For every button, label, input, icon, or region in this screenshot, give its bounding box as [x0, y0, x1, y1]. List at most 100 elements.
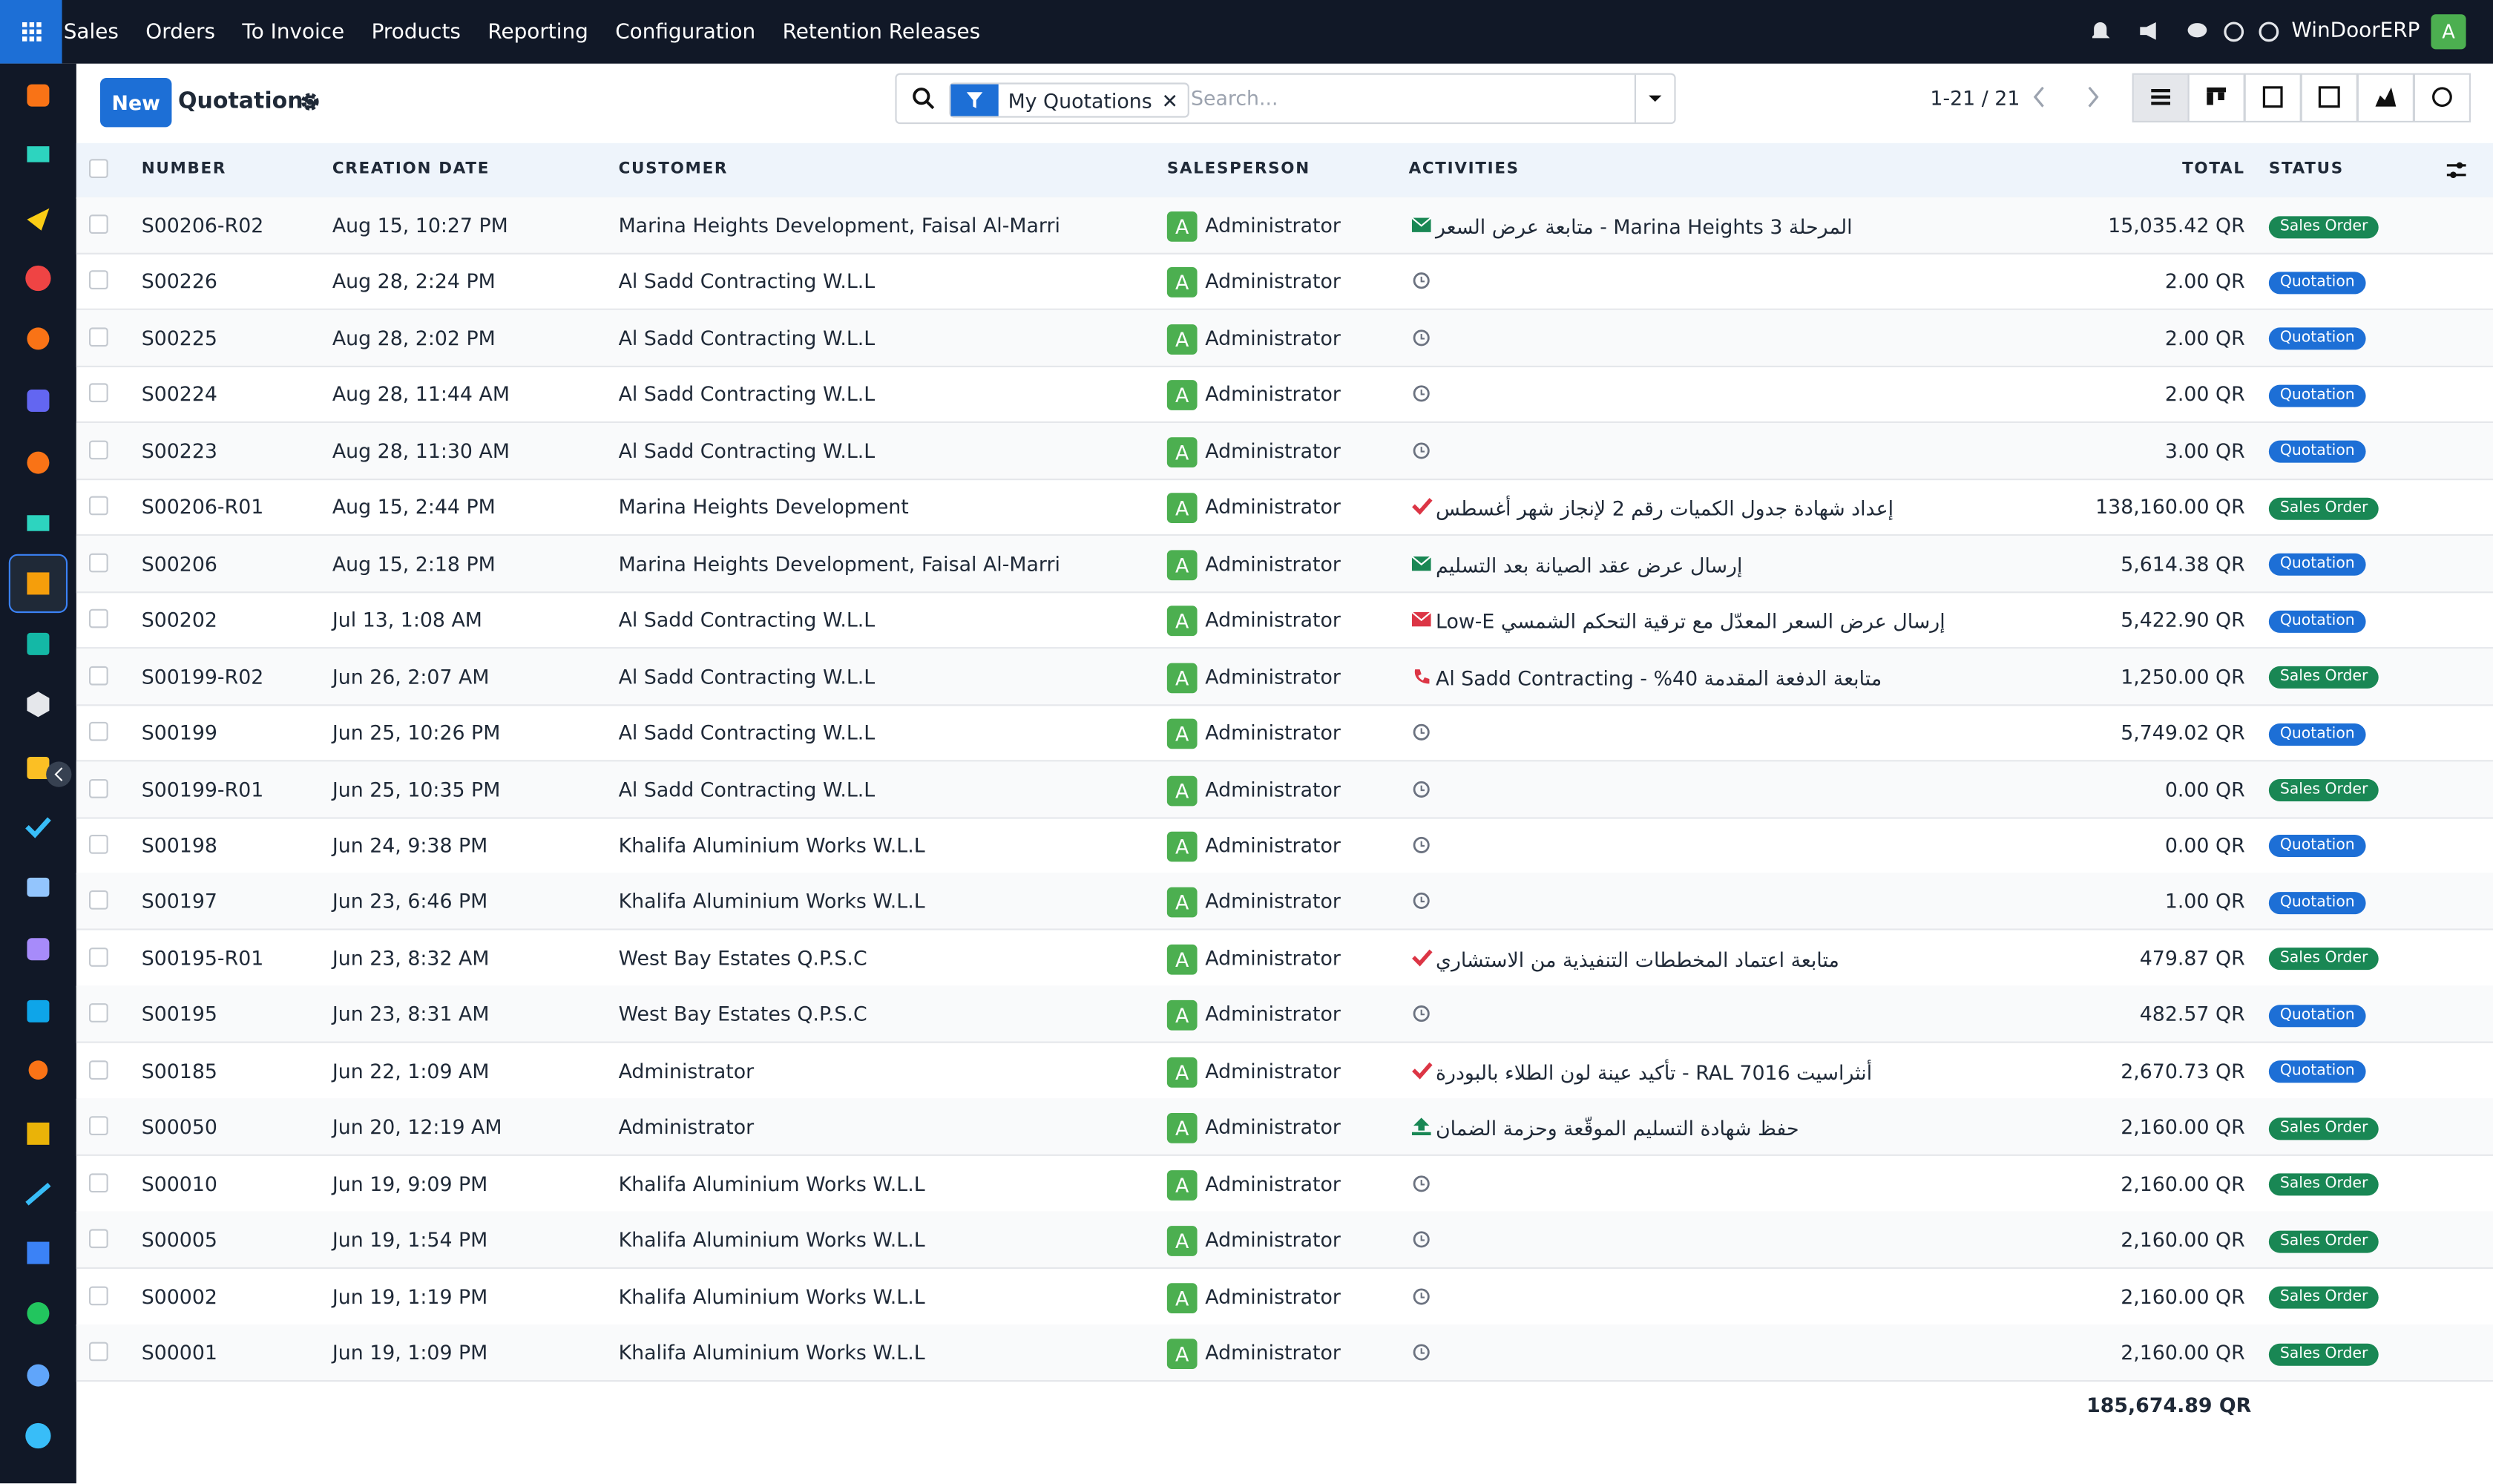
menu-item[interactable]: Retention Releases: [782, 19, 981, 44]
total: 479.87 QR: [2139, 945, 2245, 970]
row-checkbox[interactable]: [89, 609, 108, 628]
table-row[interactable]: S00002 Jun 19, 1:19 PM Khalifa Aluminium W…: [76, 1268, 2493, 1326]
activity[interactable]: [1412, 1155, 1436, 1212]
table-row[interactable]: S00206-R01 Aug 15, 2:44 PM Marina Heights …: [76, 479, 2493, 536]
search-box[interactable]: My Quotations ✕ Search...: [895, 73, 1676, 125]
status-badge: Quotation: [2268, 1004, 2366, 1027]
table-row[interactable]: S00001 Jun 19, 1:09 PM Khalifa Aluminium W…: [76, 1324, 2493, 1382]
row-checkbox[interactable]: [89, 1285, 108, 1305]
activity[interactable]: [1412, 1212, 1436, 1269]
table-row[interactable]: S00226 Aug 28, 2:24 PM Al Sadd Contracting…: [76, 254, 2493, 311]
row-checkbox[interactable]: [89, 214, 108, 234]
status-badge: Sales Order: [2268, 1229, 2379, 1252]
table-row[interactable]: S00050 Jun 20, 12:19 AM Administrator A Admi…: [76, 1099, 2493, 1157]
customer: Khalifa Aluminium Works W.L.L: [618, 1284, 925, 1308]
row-checkbox[interactable]: [89, 496, 108, 516]
filter-facet[interactable]: My Quotations ✕: [949, 82, 1190, 118]
menu-item[interactable]: To Invoice: [242, 19, 345, 44]
row-checkbox[interactable]: [89, 947, 108, 967]
row-checkbox[interactable]: [89, 1172, 108, 1192]
row-checkbox[interactable]: [89, 721, 108, 741]
new-button[interactable]: New: [100, 78, 172, 128]
creation-date: Jun 19, 9:09 PM: [332, 1171, 488, 1195]
search-toggle[interactable]: [1634, 74, 1675, 122]
status: Quotation: [2268, 986, 2366, 1042]
table-row[interactable]: S00206-R02 Aug 15, 10:27 PM Marina Heights…: [76, 197, 2493, 255]
activity[interactable]: [1412, 986, 1436, 1043]
activity[interactable]: [1412, 1268, 1436, 1325]
table-row[interactable]: S00206 Aug 15, 2:18 PM Marina Heights Deve…: [76, 535, 2493, 593]
table-row[interactable]: S00225 Aug 28, 2:02 PM Al Sadd Contracting…: [76, 309, 2493, 367]
table-row[interactable]: S00223 Aug 28, 11:30 AM Al Sadd Contractin…: [76, 422, 2493, 480]
activity[interactable]: إرسال عرض عقد الصيانة بعد التسليم: [1411, 535, 1743, 592]
row-checkbox[interactable]: [89, 384, 108, 403]
activity[interactable]: حفظ شهادة التسليم الموقّعة وحزمة الضمان: [1411, 1099, 1799, 1156]
column-header[interactable]: CUSTOMER: [618, 160, 729, 178]
row-checkbox[interactable]: [89, 1003, 108, 1023]
column-header[interactable]: STATUS: [2268, 160, 2344, 178]
facet-remove[interactable]: ✕: [1161, 88, 1179, 113]
table-row[interactable]: S00195-R01 Jun 23, 8:32 AM West Bay Estate…: [76, 930, 2493, 988]
user-avatar[interactable]: A: [2431, 14, 2466, 50]
table-row[interactable]: S00199-R01 Jun 25, 10:35 PM Al Sadd Contra…: [76, 761, 2493, 818]
activity[interactable]: [1412, 761, 1436, 818]
activity-summary: متابعة اعتماد المخططات التنفيذية من الاس…: [1435, 947, 1839, 971]
table-row[interactable]: S00224 Aug 28, 11:44 AM Al Sadd Contractin…: [76, 367, 2493, 424]
column-header[interactable]: SALESPERSON: [1166, 160, 1310, 178]
menu-item[interactable]: Reporting: [487, 19, 588, 44]
row-checkbox[interactable]: [89, 553, 108, 572]
activity[interactable]: [1412, 423, 1436, 480]
total: 5,422.90 QR: [2121, 607, 2245, 632]
row-checkbox[interactable]: [89, 834, 108, 854]
activity[interactable]: متابعة اعتماد المخططات التنفيذية من الاس…: [1412, 930, 1839, 987]
optional-columns[interactable]: [2446, 159, 2468, 181]
activity[interactable]: [1412, 704, 1436, 761]
activity[interactable]: [1412, 254, 1436, 311]
table-row[interactable]: S00195 Jun 23, 8:31 AM West Bay Estates Q.…: [76, 986, 2493, 1044]
row-checkbox[interactable]: [89, 440, 108, 459]
table-row[interactable]: S00199-R02 Jun 26, 2:07 AM Al Sadd Contrac…: [76, 648, 2493, 706]
row-checkbox[interactable]: [89, 1229, 108, 1249]
menu-item[interactable]: Products: [371, 19, 461, 44]
gear-icon[interactable]: [300, 92, 320, 111]
activity[interactable]: إرسال عرض السعر المعدّل مع ترقية التحكم …: [1411, 591, 1945, 649]
column-header[interactable]: TOTAL: [2182, 160, 2245, 178]
menu-item[interactable]: Sales: [63, 19, 119, 44]
row-checkbox[interactable]: [89, 327, 108, 347]
column-header[interactable]: CREATION DATE: [332, 160, 490, 178]
select-all[interactable]: [89, 159, 108, 178]
table-row[interactable]: S00198 Jun 24, 9:38 PM Khalifa Aluminium W…: [76, 817, 2493, 875]
company-name[interactable]: WinDoorERP: [2291, 19, 2420, 43]
row-checkbox[interactable]: [89, 778, 108, 798]
menu-item[interactable]: Configuration: [615, 19, 756, 44]
row-checkbox[interactable]: [89, 1060, 108, 1080]
row-checkbox[interactable]: [89, 1342, 108, 1362]
table-row[interactable]: S00185 Jun 22, 1:09 AM Administrator A Admin…: [76, 1043, 2493, 1100]
activity[interactable]: متابعة الدفعة المقدمة 40% - Al Sadd Cont…: [1412, 648, 1882, 705]
activity-summary: إرسال عرض عقد الصيانة بعد التسليم: [1435, 553, 1743, 577]
activity[interactable]: المرحلة 3 Marina Heights - متابعة عرض ال…: [1411, 197, 1853, 255]
table-row[interactable]: S00199 Jun 25, 10:26 PM Al Sadd Contractin…: [76, 704, 2493, 762]
activity[interactable]: أنثراسيت RAL 7016 - تأكيد عينة لون الطلا…: [1412, 1043, 1872, 1100]
table-row[interactable]: S00010 Jun 19, 9:09 PM Khalifa Aluminium W…: [76, 1155, 2493, 1213]
row-checkbox[interactable]: [89, 665, 108, 685]
activity[interactable]: [1412, 1324, 1436, 1382]
row-checkbox[interactable]: [89, 271, 108, 290]
row-checkbox[interactable]: [89, 890, 108, 910]
activity[interactable]: [1412, 367, 1436, 424]
view-switcher[interactable]: [2132, 73, 2473, 122]
table-row[interactable]: S00197 Jun 23, 6:46 PM Khalifa Aluminium W…: [76, 873, 2493, 931]
menu-item[interactable]: Orders: [145, 19, 215, 44]
table-row[interactable]: S00005 Jun 19, 1:54 PM Khalifa Aluminium W…: [76, 1212, 2493, 1270]
activity[interactable]: [1412, 817, 1436, 874]
activity[interactable]: [1412, 310, 1436, 367]
apps-button[interactable]: [0, 0, 62, 64]
row-checkbox[interactable]: [89, 1116, 108, 1136]
creation-date: Jun 24, 9:38 PM: [332, 833, 488, 857]
pager-arrows[interactable]: [2024, 75, 2120, 119]
column-header[interactable]: NUMBER: [141, 160, 227, 178]
activity[interactable]: إعداد شهادة جدول الكميات رقم 2 لإنجاز شه…: [1412, 479, 1893, 536]
activity[interactable]: [1412, 873, 1436, 930]
column-header[interactable]: ACTIVITIES: [1408, 160, 1520, 178]
table-row[interactable]: S00202 Jul 13, 1:08 AM Al Sadd Contracting…: [76, 591, 2493, 649]
